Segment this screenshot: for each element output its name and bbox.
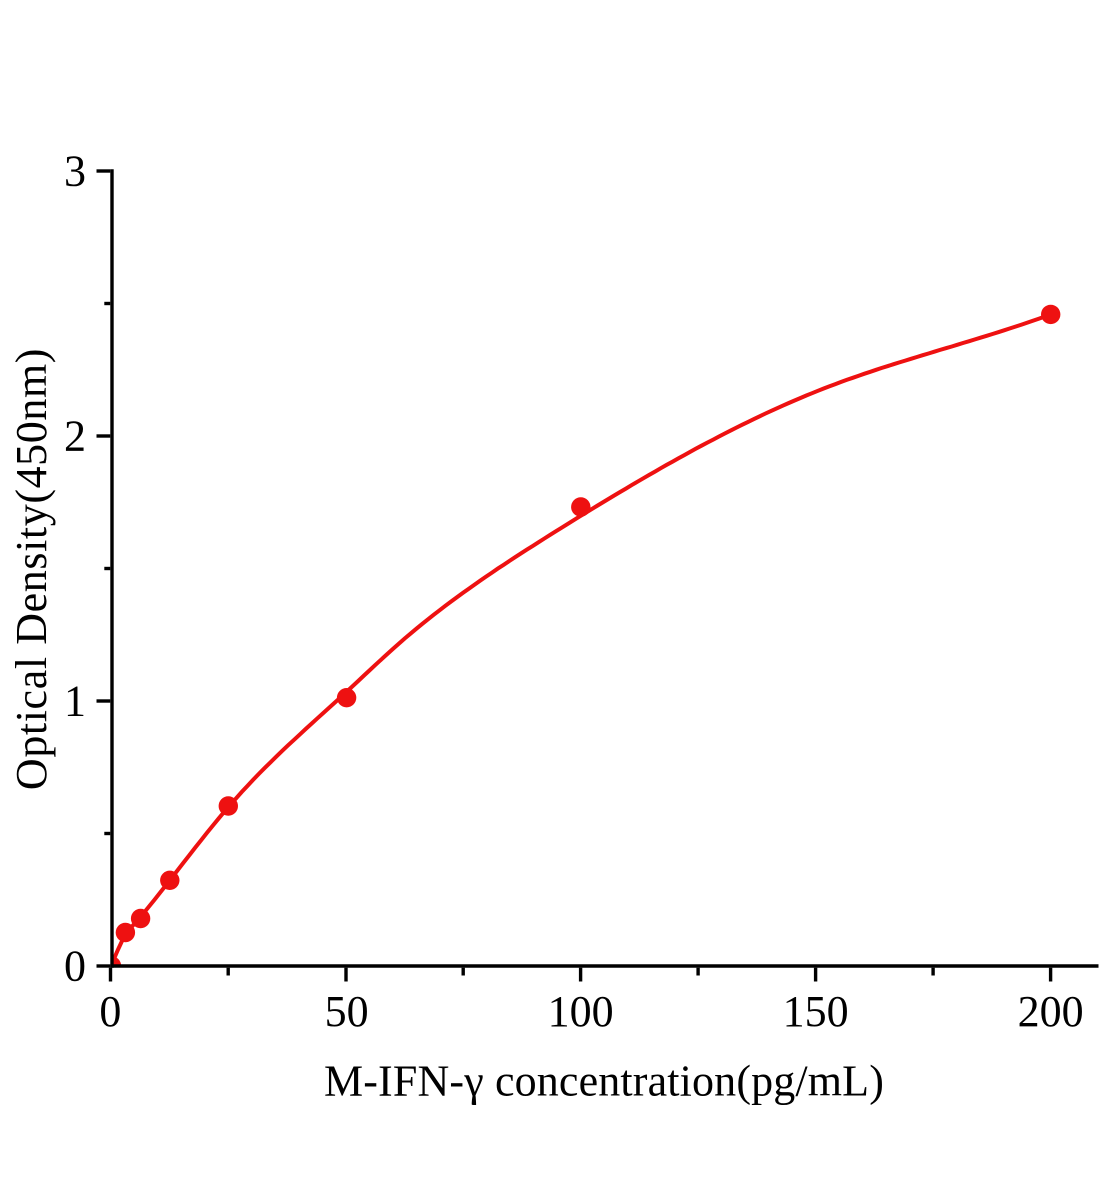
svg-text:50: 50 bbox=[325, 987, 369, 1036]
svg-text:150: 150 bbox=[783, 987, 849, 1036]
svg-text:M-IFN-γ concentration(pg/mL): M-IFN-γ concentration(pg/mL) bbox=[324, 1057, 884, 1106]
svg-text:2: 2 bbox=[64, 412, 86, 461]
svg-text:1: 1 bbox=[64, 677, 86, 726]
svg-text:200: 200 bbox=[1018, 987, 1084, 1036]
svg-text:3: 3 bbox=[64, 147, 86, 196]
svg-text:Optical Density(450nm): Optical Density(450nm) bbox=[7, 348, 56, 790]
svg-text:0: 0 bbox=[64, 942, 86, 991]
svg-text:0: 0 bbox=[99, 987, 121, 1036]
svg-text:100: 100 bbox=[548, 987, 614, 1036]
